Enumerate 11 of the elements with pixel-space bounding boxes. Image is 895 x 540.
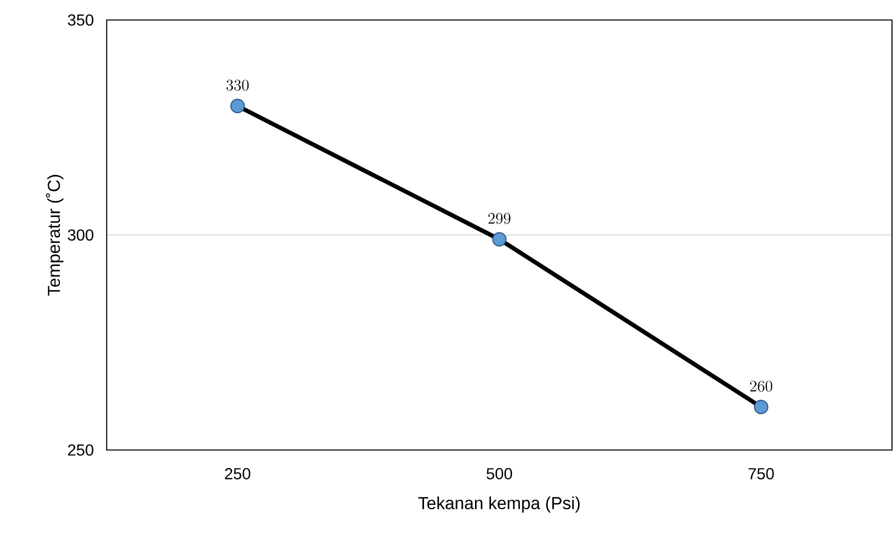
x-tick-label: 250 — [225, 468, 250, 480]
y-tick-label: 350 — [68, 14, 94, 26]
x-axis-title: Tekanan kempa (Psi) — [418, 496, 580, 513]
data-label: 330 — [226, 80, 249, 91]
data-label: 260 — [750, 380, 772, 392]
x-tick-label: 750 — [748, 468, 774, 480]
y-axis-title: Temperatur (˚C) — [46, 174, 64, 296]
y-tick-label: 300 — [68, 229, 94, 241]
x-tick-label: 500 — [486, 468, 512, 480]
data-label: 299 — [488, 213, 510, 224]
y-tick-label: 250 — [68, 444, 94, 456]
